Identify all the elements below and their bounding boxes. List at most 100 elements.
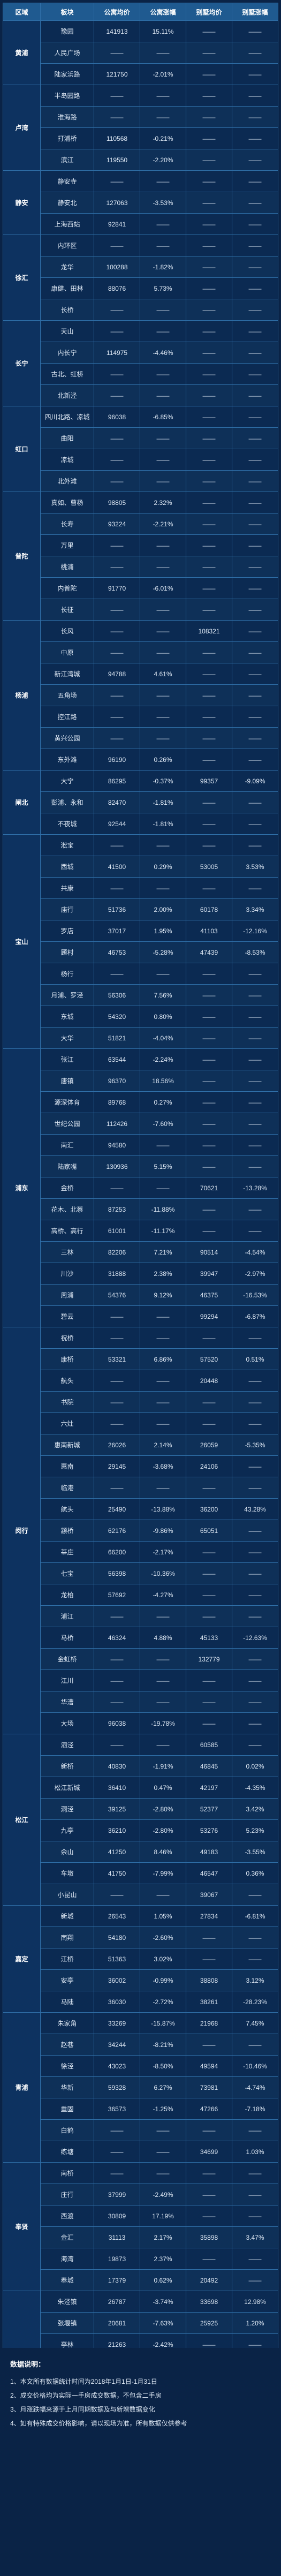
villa-price-cell: 34699 (186, 2141, 232, 2163)
table-row: 浦江 —— —— —— —— (3, 1605, 278, 1627)
apt-change-cell: -1.25% (140, 2098, 186, 2120)
notes-line: 3、月涨跌幅来源于上月同期数据及与新增数据变化 (10, 2406, 155, 2413)
villa-change-cell: —— (232, 1541, 278, 1563)
apt-change-cell: -11.17% (140, 1220, 186, 1242)
apt-change-cell: —— (140, 877, 186, 899)
villa-price-cell: —— (186, 470, 232, 492)
villa-price-cell: 53276 (186, 1819, 232, 1841)
sector-cell: 北新泾 (40, 384, 94, 406)
villa-change-cell: -13.28% (232, 1177, 278, 1199)
table-row: 龙华 100288 -1.82% —— —— (3, 256, 278, 278)
villa-change-cell: —— (232, 1520, 278, 1542)
table-row: 花木、北蔡 87253 -11.88% —— —— (3, 1198, 278, 1220)
sector-cell: 内普陀 (40, 577, 94, 599)
villa-price-cell: 47266 (186, 2098, 232, 2120)
villa-change-cell: —— (232, 1455, 278, 1477)
apt-change-cell: -1.81% (140, 813, 186, 835)
table-row: 月浦、罗泾 56306 7.56% —— —— (3, 984, 278, 1006)
apt-price-cell: —— (94, 1691, 140, 1713)
villa-price-cell: —— (186, 684, 232, 706)
table-row: 静安 静安寺 —— —— —— —— (3, 170, 278, 235)
sector-cell: 凉城 (40, 449, 94, 471)
apt-price-cell: 96190 (94, 749, 140, 770)
apt-price-cell: 91770 (94, 577, 140, 599)
sector-cell: 罗店 (40, 920, 94, 942)
apt-price-cell: —— (94, 1605, 140, 1627)
sector-cell: 淮海路 (40, 106, 94, 128)
apt-change-cell: —— (140, 85, 186, 107)
apt-change-cell: —— (140, 1691, 186, 1713)
table-row: 万里 —— —— —— —— (3, 534, 278, 556)
table-row: 黄兴公园 —— —— —— —— (3, 727, 278, 749)
header-apt-price: 公寓均价 (94, 3, 140, 21)
villa-change-cell: —— (232, 620, 278, 642)
sector-cell: 赵巷 (40, 2034, 94, 2056)
villa-change-cell: —— (232, 1327, 278, 1349)
villa-price-cell: —— (186, 2034, 232, 2056)
villa-change-cell: —— (232, 1412, 278, 1434)
header-villa-price: 别墅均价 (186, 3, 232, 21)
apt-price-cell: 53321 (94, 1348, 140, 1370)
apt-price-cell: 39125 (94, 1798, 140, 1820)
villa-change-cell: —— (232, 1884, 278, 1906)
apt-change-cell: —— (140, 235, 186, 256)
table-row: 安亭 36002 -0.99% 38808 3.12% (3, 1969, 278, 1991)
apt-change-cell: -5.28% (140, 941, 186, 963)
apt-change-cell: -8.21% (140, 2034, 186, 2056)
apt-price-cell: 127063 (94, 192, 140, 214)
villa-price-cell: —— (186, 363, 232, 385)
table-row: 华漕 —— —— —— —— (3, 1691, 278, 1713)
villa-change-cell: —— (232, 1670, 278, 1691)
apt-price-cell: 34244 (94, 2034, 140, 2056)
apt-price-cell: 25490 (94, 1498, 140, 1520)
table-row: 北外滩 —— —— —— —— (3, 470, 278, 492)
villa-change-cell: —— (232, 2184, 278, 2205)
villa-change-cell: -28.23% (232, 1991, 278, 2013)
villa-price-cell: 39947 (186, 1263, 232, 1285)
apt-change-cell: -2.24% (140, 1048, 186, 1070)
apt-change-cell: —— (140, 384, 186, 406)
table-row: 莘庄 66200 -2.17% —— —— (3, 1541, 278, 1563)
villa-price-cell: —— (186, 963, 232, 985)
table-row: 世纪公园 112426 -7.60% —— —— (3, 1113, 278, 1135)
apt-change-cell: —— (140, 1177, 186, 1199)
sector-cell: 南汇 (40, 1134, 94, 1156)
table-row: 东城 54320 0.80% —— —— (3, 1006, 278, 1028)
villa-price-cell: —— (186, 213, 232, 235)
apt-change-cell: 0.80% (140, 1006, 186, 1028)
table-row: 小昆山 —— —— 39067 —— (3, 1884, 278, 1906)
apt-price-cell: 41500 (94, 856, 140, 878)
villa-price-cell: —— (186, 1605, 232, 1627)
apt-change-cell: 2.14% (140, 1434, 186, 1456)
table-row: 高桥、高行 61001 -11.17% —— —— (3, 1220, 278, 1242)
villa-change-cell: —— (232, 513, 278, 535)
apt-change-cell: -2.60% (140, 1927, 186, 1948)
table-row: 不夜城 92544 -1.81% —— —— (3, 813, 278, 835)
apt-change-cell: -6.85% (140, 406, 186, 428)
apt-change-cell: -2.49% (140, 2184, 186, 2205)
apt-change-cell: 0.47% (140, 1777, 186, 1799)
table-row: 淮海路 —— —— —— —— (3, 106, 278, 128)
villa-change-cell: —— (232, 1734, 278, 1756)
table-row: 书院 —— —— —— —— (3, 1391, 278, 1413)
apt-price-cell: 41750 (94, 1862, 140, 1884)
sector-cell: 四川北路、凉城 (40, 406, 94, 428)
table-row: 杨行 —— —— —— —— (3, 963, 278, 985)
apt-change-cell: -2.20% (140, 149, 186, 171)
apt-change-cell: 8.46% (140, 1841, 186, 1863)
apt-price-cell: 43023 (94, 2055, 140, 2077)
villa-price-cell: —— (186, 256, 232, 278)
table-row: 康桥 53321 6.86% 57520 0.51% (3, 1348, 278, 1370)
apt-change-cell: -3.68% (140, 1455, 186, 1477)
sector-cell: 金汇 (40, 2226, 94, 2248)
apt-price-cell: 36002 (94, 1969, 140, 1991)
villa-price-cell: —— (186, 727, 232, 749)
apt-price-cell: 62176 (94, 1520, 140, 1542)
villa-price-cell: 99357 (186, 770, 232, 792)
villa-price-cell: —— (186, 277, 232, 299)
apt-change-cell: 5.15% (140, 1155, 186, 1177)
apt-change-cell: -8.50% (140, 2055, 186, 2077)
villa-price-cell: —— (186, 1412, 232, 1434)
villa-price-cell: —— (186, 1712, 232, 1734)
notes-line: 4、如有特殊成交价格影响，请以现场为准，所有数据仅供参考 (10, 2420, 187, 2427)
